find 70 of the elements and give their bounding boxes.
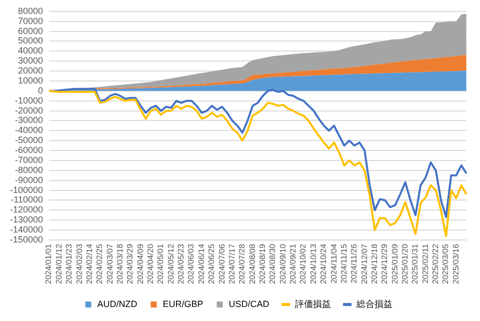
- x-tick-label: 2024/07/28: [238, 243, 247, 284]
- x-tick-label: 2024/10/24: [319, 243, 328, 284]
- x-tick-label: 2024/09/10: [278, 243, 288, 284]
- legend-label: 評価損益: [294, 298, 331, 309]
- y-tick-label: -80000: [15, 164, 44, 175]
- y-tick-label: -120000: [10, 204, 44, 215]
- x-tick-label: 2024/06/03: [186, 243, 196, 284]
- y-tick-label: -140000: [10, 224, 44, 235]
- x-tick-label: 2024/11/26: [350, 243, 359, 284]
- x-tick-label: 2025/03/16: [451, 243, 460, 284]
- x-tick-label: 2024/03/07: [105, 243, 114, 284]
- legend-label: EUR/GBP: [162, 298, 204, 309]
- x-tick-label: 2025/01/20: [400, 243, 410, 284]
- x-tick-label: 2024/01/23: [64, 243, 74, 284]
- x-tick-label: 2025/02/11: [420, 243, 430, 284]
- y-tick-label: -50000: [15, 135, 44, 146]
- y-tick-label: 70000: [18, 16, 44, 26]
- x-tick-label: 2024/11/15: [339, 243, 348, 284]
- y-tick-label: 40000: [18, 46, 44, 56]
- x-tick-label: 2024/06/25: [207, 243, 216, 284]
- x-tick-label: 2024/04/20: [146, 243, 156, 284]
- y-tick-label: -60000: [15, 145, 44, 156]
- y-tick-label: -130000: [10, 214, 44, 225]
- y-tick-label: -20000: [15, 105, 44, 116]
- y-tick-label: -90000: [15, 174, 44, 185]
- y-tick-label: -30000: [15, 115, 44, 126]
- x-tick-label: 2024/07/17: [227, 243, 236, 284]
- y-tick-label: -110000: [10, 194, 44, 205]
- legend-label: 総合損益: [355, 298, 392, 309]
- x-tick-label: 2024/08/30: [268, 243, 278, 284]
- y-tick-label: 60000: [18, 26, 44, 36]
- x-tick-label: 2024/10/02: [298, 243, 308, 284]
- x-tick-label: 2024/10/13: [308, 243, 318, 284]
- x-tick-label: 2024/07/06: [217, 243, 226, 284]
- y-tick-label: -10000: [15, 95, 44, 106]
- y-tick-label: 0: [38, 85, 44, 96]
- x-tick-label: 2024/02/03: [74, 243, 84, 284]
- x-tick-label: 2024/02/25: [95, 243, 104, 284]
- x-tick-label: 2024/02/14: [84, 243, 94, 284]
- x-tick-label: 2024/04/09: [136, 243, 145, 284]
- x-tick-label: 2024/12/18: [370, 243, 379, 284]
- x-tick-label: 2024/01/01: [44, 243, 54, 284]
- x-tick-label: 2025/01/31: [410, 243, 420, 284]
- x-tick-label: 2025/03/05: [441, 243, 450, 284]
- x-tick-label: 2024/03/29: [126, 243, 135, 284]
- y-tick-label: 80000: [18, 6, 44, 16]
- y-tick-label: 30000: [18, 56, 44, 66]
- y-tick-label: -150000: [10, 234, 44, 244]
- x-tick-label: 2024/03/18: [115, 243, 124, 284]
- y-tick-label: -70000: [15, 154, 44, 165]
- x-tick-label: 2025/02/22: [431, 243, 440, 284]
- x-tick-label: 2024/12/07: [360, 243, 369, 284]
- x-tick-label: 2024/12/29: [380, 243, 390, 284]
- x-tick-label: 2024/01/12: [54, 243, 64, 284]
- y-tick-label: -100000: [10, 184, 44, 195]
- legend-label: AUD/NZD: [97, 298, 138, 309]
- legend-label: USD/CAD: [228, 298, 270, 309]
- x-tick-label: 2025/01/09: [390, 243, 400, 284]
- x-tick-label: 2024/05/23: [176, 243, 186, 284]
- x-tick-label: 2024/08/08: [248, 243, 257, 284]
- y-tick-label: 20000: [18, 66, 44, 76]
- x-tick-label: 2024/05/12: [166, 243, 176, 284]
- y-tick-label: 10000: [18, 75, 44, 86]
- x-tick-label: 2024/11/04: [329, 243, 338, 284]
- x-tick-label: 2024/06/14: [196, 243, 206, 284]
- x-tick-label: 2024/08/19: [258, 243, 268, 284]
- y-tick-label: -40000: [15, 125, 44, 136]
- x-tick-label: 2024/09/21: [288, 243, 298, 284]
- y-tick-label: 50000: [18, 36, 44, 46]
- x-tick-label: 2024/05/01: [156, 243, 166, 284]
